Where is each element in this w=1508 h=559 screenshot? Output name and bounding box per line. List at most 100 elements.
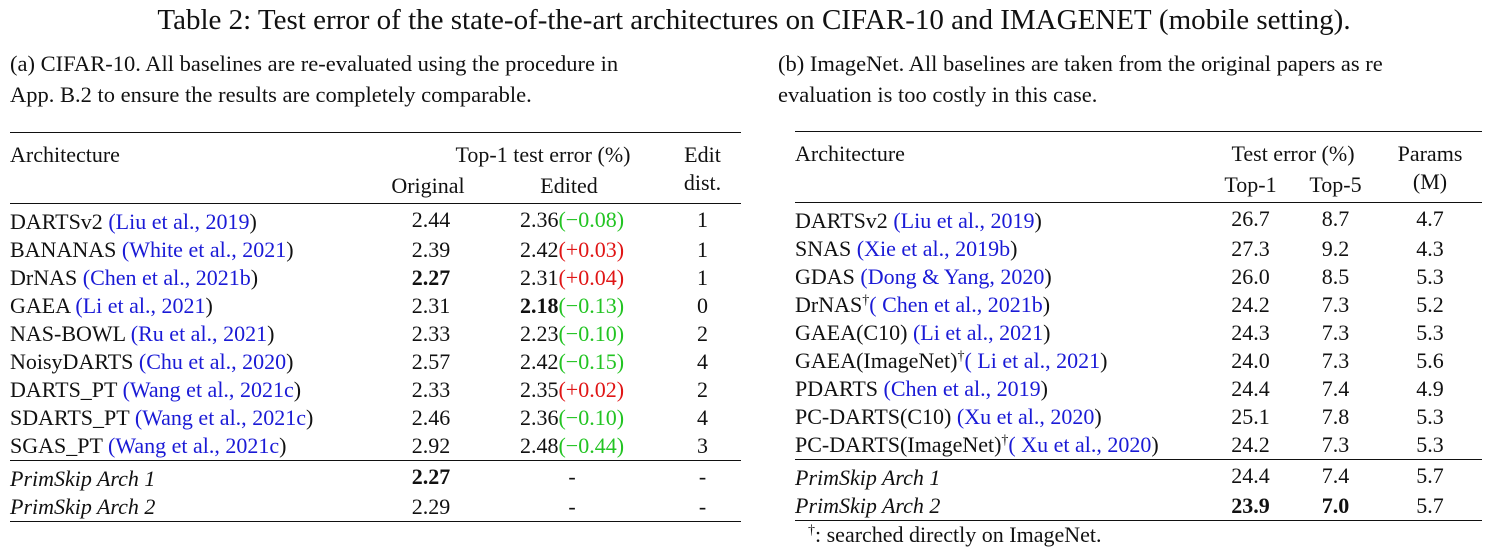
edited-error: 2.36 bbox=[519, 207, 559, 232]
table-b-header-architecture: Architecture bbox=[795, 141, 905, 166]
original-error: 2.33 bbox=[411, 321, 451, 346]
citation: (Xie et al., 2019b bbox=[857, 236, 1010, 261]
citation: (Liu et al., 2019 bbox=[108, 209, 249, 234]
citation-open: ( bbox=[1008, 432, 1016, 457]
citation: ( Xu et al., 2020 bbox=[1008, 432, 1151, 457]
arch-name: NoisyDARTS bbox=[10, 349, 139, 374]
edit-distance: - bbox=[698, 494, 707, 519]
arch-name: GAEA(C10) bbox=[795, 320, 913, 345]
error-delta: (−0.10) bbox=[558, 321, 625, 346]
table-b-header-params-unit: (M) bbox=[1412, 169, 1448, 194]
footnote-dagger: † bbox=[808, 523, 815, 538]
top5-error: 7.0 bbox=[1321, 493, 1350, 518]
citation-authors: Chen et al., bbox=[890, 376, 997, 401]
citation: (Ru et al., 2021 bbox=[131, 321, 267, 346]
citation-close: ) bbox=[1034, 208, 1042, 233]
table-row: GAEA (Li et al., 2021) 2.31 2.18(−0.13) 0 bbox=[10, 292, 741, 320]
edit-distance: 1 bbox=[697, 237, 708, 262]
arch-name: SGAS_PT bbox=[10, 433, 109, 458]
arch-name: BANANAS bbox=[10, 237, 122, 262]
edited-error-cell: 2.36(−0.10) bbox=[494, 404, 664, 432]
top1-error: 23.9 bbox=[1231, 493, 1270, 518]
params: 5.3 bbox=[1416, 264, 1444, 289]
top1-error: 24.4 bbox=[1231, 376, 1270, 401]
table-row: SDARTS_PT (Wang et al., 2021c) 2.46 2.36(−… bbox=[10, 404, 741, 432]
citation-close: ) bbox=[279, 433, 287, 458]
edited-error-cell: 2.42(+0.03) bbox=[494, 236, 664, 264]
citation-authors: Xie et al., bbox=[864, 236, 956, 261]
bottom-rule-row bbox=[10, 521, 741, 522]
original-error: 2.46 bbox=[411, 405, 451, 430]
table-b-header-top5: Top-5 bbox=[1309, 172, 1362, 197]
citation-year: 2021c bbox=[225, 433, 280, 458]
caption-a-line2: App. B.2 to ensure the results are compl… bbox=[10, 82, 532, 107]
citation-open: ( bbox=[82, 265, 91, 290]
top5-error: 9.2 bbox=[1321, 236, 1350, 261]
citation: ( Chen et al., 2021b bbox=[869, 292, 1043, 317]
citation: (Li et al., 2021 bbox=[913, 320, 1043, 345]
top5-error: 7.8 bbox=[1321, 404, 1350, 429]
citation-authors: Li et al., bbox=[920, 320, 1000, 345]
citation: (Li et al., 2021 bbox=[75, 293, 205, 318]
table-a-header-edit: Edit bbox=[684, 142, 721, 167]
citation-authors: Chen et al., bbox=[90, 265, 196, 290]
arch-name-cell: BANANAS (White et al., 2021) bbox=[10, 236, 382, 264]
params: 4.9 bbox=[1416, 376, 1444, 401]
arch-name-cell: DARTSv2 (Liu et al., 2019) bbox=[10, 204, 382, 236]
citation-close: ) bbox=[305, 405, 314, 430]
edited-error-cell: 2.36(−0.08) bbox=[494, 204, 664, 236]
arch-name-cell: NAS-BOWL (Ru et al., 2021) bbox=[10, 320, 382, 348]
top1-error: 24.2 bbox=[1231, 292, 1270, 317]
edited-error: - bbox=[568, 494, 576, 519]
citation-open: ( bbox=[75, 293, 83, 318]
citation-year: 2021c bbox=[239, 377, 294, 402]
table-row: GAEA(ImageNet)†( Li et al., 2021) 24.0 7.3… bbox=[795, 347, 1482, 375]
params: 5.7 bbox=[1416, 463, 1444, 488]
arch-name: PrimSkip Arch 2 bbox=[795, 493, 941, 518]
error-delta: (−0.08) bbox=[558, 207, 625, 232]
bottom-rule bbox=[795, 520, 1482, 521]
citation-close: ) bbox=[1151, 432, 1159, 457]
table-a-header-original: Original bbox=[391, 173, 465, 198]
error-delta: (−0.13) bbox=[558, 293, 625, 318]
table-row: GDAS (Dong & Yang, 2020) 26.0 8.5 5.3 bbox=[795, 263, 1482, 291]
table-title: Table 2: Test error of the state-of-the-… bbox=[0, 4, 1508, 37]
error-delta: (+0.03) bbox=[558, 237, 625, 262]
table-row: DARTS_PT (Wang et al., 2021c) 2.33 2.35(+0… bbox=[10, 376, 741, 404]
citation-year: 2019b bbox=[955, 236, 1011, 261]
table-row: DARTSv2 (Liu et al., 2019) 2.44 2.36(−0.08… bbox=[10, 204, 741, 236]
footnote-text: : searched directly on ImageNet. bbox=[815, 522, 1102, 547]
edit-distance: 0 bbox=[697, 293, 708, 318]
title-suffix: (mobile setting). bbox=[1151, 4, 1351, 36]
edit-distance: 4 bbox=[697, 405, 708, 430]
arch-name-cell: DrNAS†( Chen et al., 2021b) bbox=[795, 291, 1208, 319]
citation-year: 2020 bbox=[1107, 432, 1152, 457]
title-mid: and bbox=[943, 4, 1001, 36]
params: 5.3 bbox=[1416, 432, 1444, 457]
top5-error: 7.3 bbox=[1321, 432, 1350, 457]
arch-name-cell: GAEA(ImageNet)†( Li et al., 2021) bbox=[795, 347, 1208, 375]
citation-open: ( bbox=[108, 209, 116, 234]
arch-name-cell: DrNAS (Chen et al., 2021b) bbox=[10, 264, 382, 292]
arch-name-cell: SDARTS_PT (Wang et al., 2021c) bbox=[10, 404, 382, 432]
top5-error: 8.5 bbox=[1321, 264, 1350, 289]
table-row: DrNAS (Chen et al., 2021b) 2.27 2.31(+0.04… bbox=[10, 264, 741, 292]
citation-close: ) bbox=[205, 293, 213, 318]
arch-name: SDARTS_PT bbox=[10, 405, 135, 430]
citation-open: ( bbox=[893, 208, 901, 233]
table-row: PC-DARTS(C10) (Xu et al., 2020) 25.1 7.8 5.… bbox=[795, 403, 1482, 431]
table-b-header-top1: Top-1 bbox=[1224, 172, 1277, 197]
citation-authors: Wang et al., bbox=[142, 405, 253, 430]
arch-name: PC-DARTS(ImageNet) bbox=[795, 432, 1002, 457]
error-delta: (−0.15) bbox=[558, 349, 625, 374]
edited-error: 2.36 bbox=[519, 405, 559, 430]
arch-name-cell: PC-DARTS(ImageNet)†( Xu et al., 2020) bbox=[795, 431, 1208, 460]
error-delta: (+0.04) bbox=[558, 265, 625, 290]
arch-name-cell: SNAS (Xie et al., 2019b) bbox=[795, 235, 1208, 263]
original-error: 2.27 bbox=[411, 265, 451, 290]
citation-open: ( bbox=[883, 376, 891, 401]
top5-error: 7.3 bbox=[1321, 320, 1350, 345]
citation-open: ( bbox=[860, 264, 868, 289]
bottom-rule-row bbox=[795, 520, 1482, 521]
edit-distance: 4 bbox=[697, 349, 708, 374]
